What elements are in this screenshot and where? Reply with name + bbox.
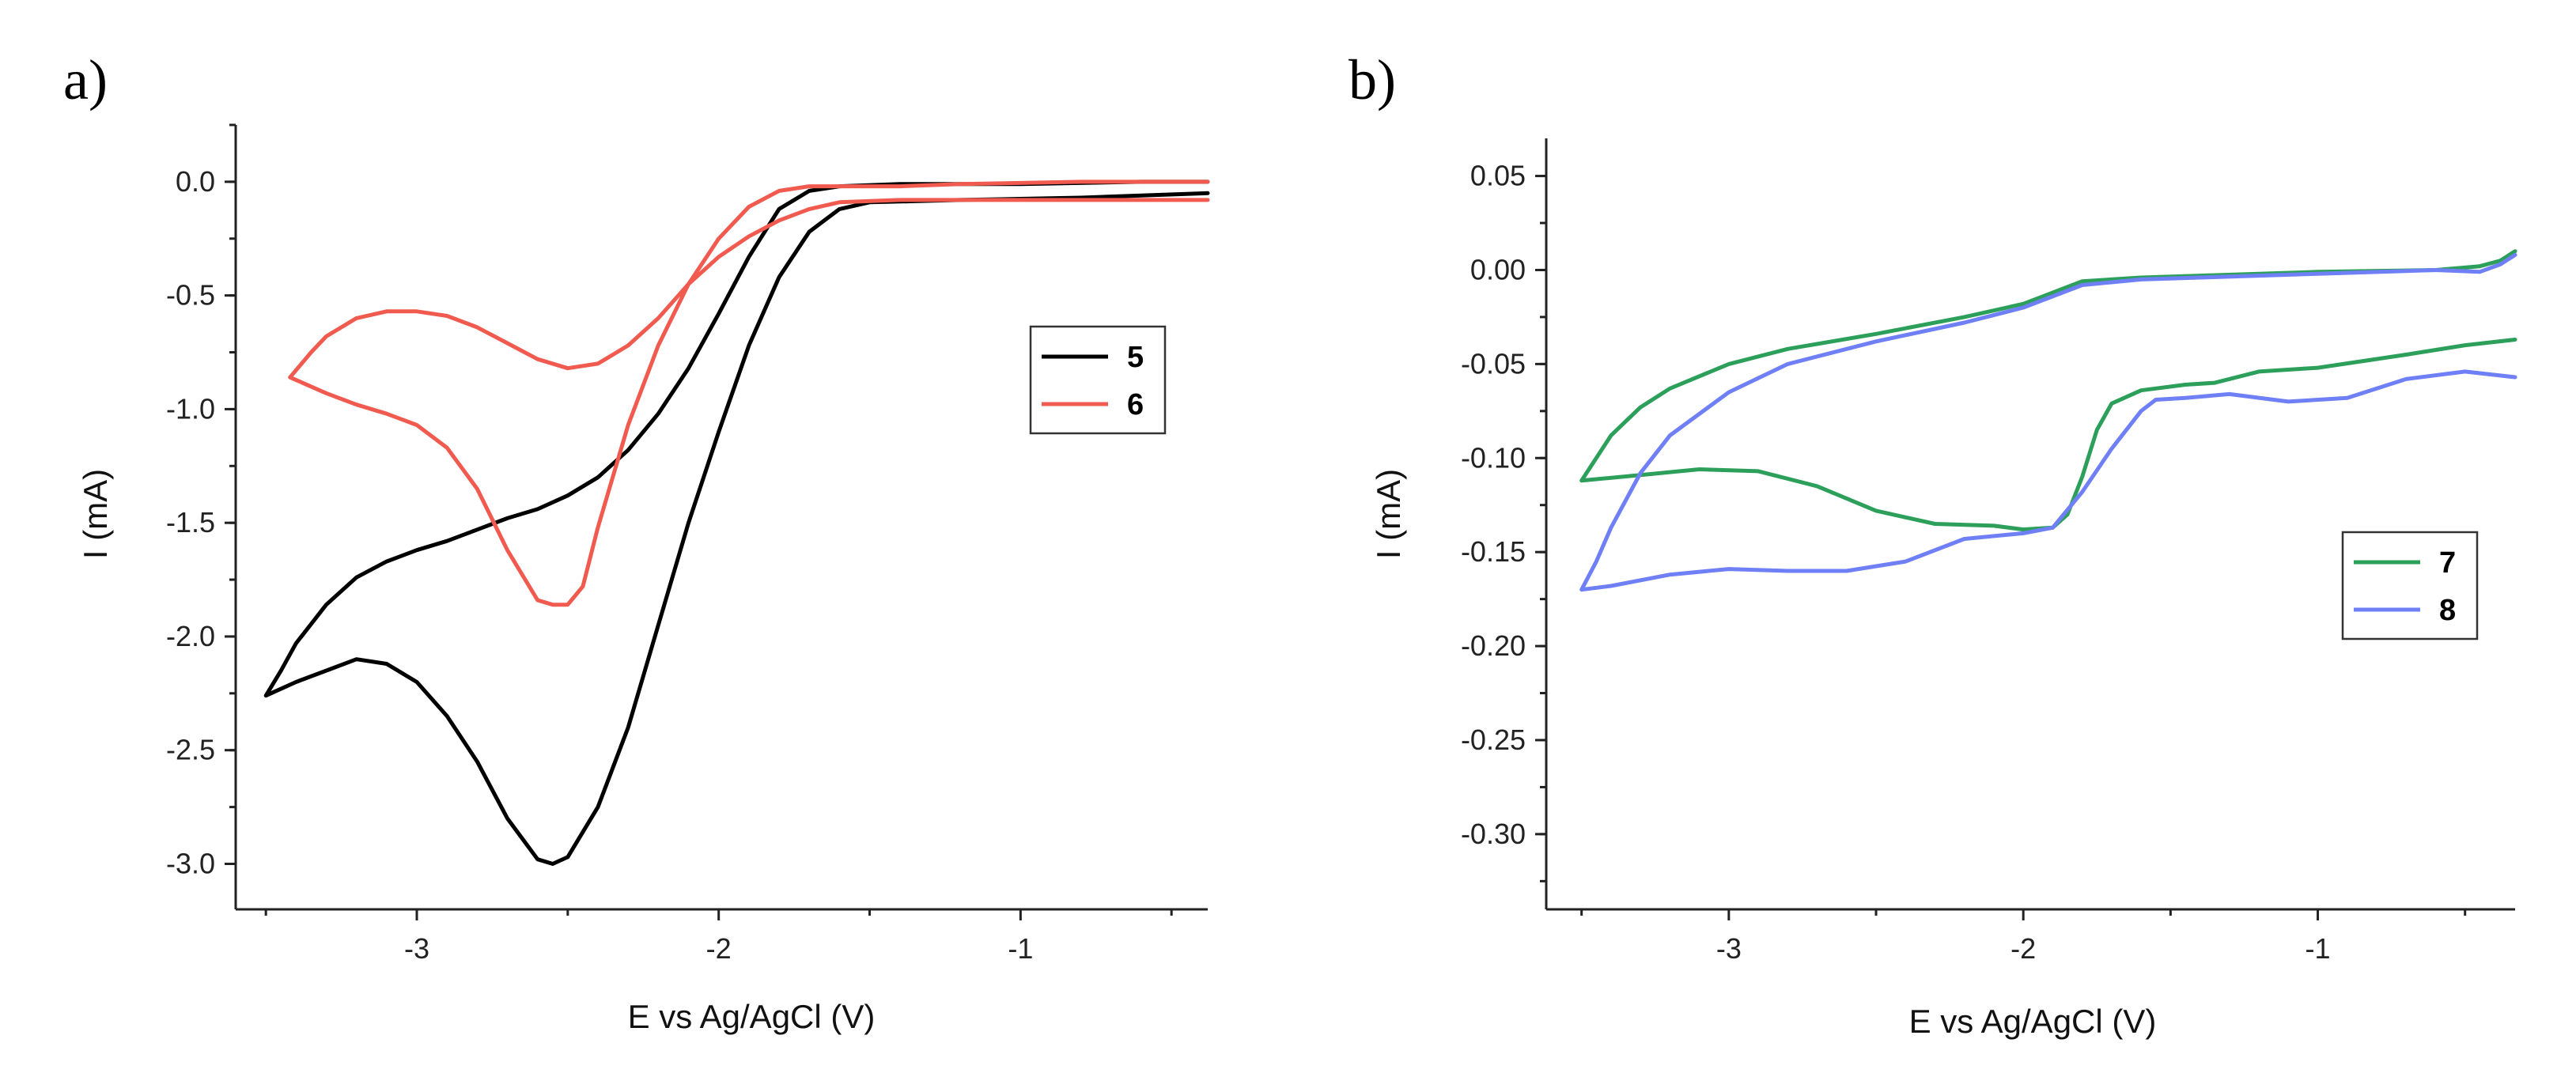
chart-b-y-axis-title: I (mA) <box>1370 469 1407 559</box>
chart-b-y-tick-label: -0.10 <box>1461 441 1526 474</box>
chart-b-y-tick-label: -0.05 <box>1461 347 1526 380</box>
chart-a-x-axis-title: E vs Ag/AgCl (V) <box>628 998 876 1035</box>
chart-b-axes: 0.05 0.00 -0.05 -0.10 -0.15 -0.20 -0.25 -0.30 -3… <box>1461 138 2515 965</box>
chart-a-legend: 56 <box>1029 325 1167 435</box>
chart-b-x-tick-label: -2 <box>2010 932 2036 965</box>
chart-a-series-6 <box>288 179 1210 607</box>
chart-b: b) 0.05 0.00 -0.05 -0.10 -0.15 -0.20 -0.25 -0.3… <box>1349 48 2517 1040</box>
chart-b-legend: 78 <box>2341 531 2479 640</box>
panel-label-a: a) <box>63 48 108 111</box>
chart-b-y-tick-label: -0.20 <box>1461 629 1526 662</box>
chart-a-axes: 0.0 -0.5 -1.0 -1.5 -2.0 -2.5 -3.0 -3 -2 -1 <box>166 123 1208 965</box>
chart-b-y-tick-label: 0.05 <box>1470 160 1526 192</box>
chart-b-y-tick-label: -0.15 <box>1461 535 1526 568</box>
chart-a-y-tick-label: -3.0 <box>166 847 215 879</box>
chart-a-legend-box <box>1029 325 1167 435</box>
chart-a-series <box>263 179 1210 866</box>
chart-b-y-tick-label: 0.00 <box>1470 253 1526 285</box>
chart-b-series-7 <box>1579 249 2517 532</box>
chart-a-y-tick-label: 0.0 <box>176 165 215 198</box>
chart-b-legend-box <box>2341 531 2479 640</box>
chart-b-series <box>1579 249 2517 592</box>
chart-b-legend-label-7: 7 <box>2439 546 2456 580</box>
chart-a-y-tick-label: -1.5 <box>166 506 215 538</box>
chart-a-y-tick-label: -2.0 <box>166 620 215 652</box>
chart-b-legend-label-8: 8 <box>2439 594 2456 627</box>
chart-a-legend-label-6: 6 <box>1127 388 1144 421</box>
chart-a-x-tick-label: -1 <box>1008 932 1033 965</box>
chart-a-y-tick-label: -0.5 <box>166 279 215 312</box>
chart-b-x-tick-label: -3 <box>1716 932 1742 965</box>
panel-label-b: b) <box>1349 48 1396 111</box>
chart-b-x-axis-title: E vs Ag/AgCl (V) <box>1909 1003 2157 1040</box>
chart-b-x-tick-label: -1 <box>2306 932 2331 965</box>
chart-b-y-tick-label: -0.30 <box>1461 818 1526 850</box>
chart-a-series-5 <box>263 179 1210 866</box>
chart-b-y-tick-label: -0.25 <box>1461 724 1526 756</box>
chart-b-series-8 <box>1579 252 2517 592</box>
chart-a-x-tick-label: -2 <box>706 932 732 965</box>
chart-a-y-tick-label: -1.0 <box>166 392 215 425</box>
chart-a-x-tick-label: -3 <box>404 932 429 965</box>
chart-a: a) 0.0 -0.5 -1.0 -1.5 -2.0 -2.5 -3.0 -3 -2 -1 E v… <box>63 48 1210 1035</box>
chart-a-y-axis-title: I (mA) <box>77 469 114 559</box>
chart-a-y-tick-label: -2.5 <box>166 734 215 766</box>
chart-a-legend-label-5: 5 <box>1127 341 1144 374</box>
